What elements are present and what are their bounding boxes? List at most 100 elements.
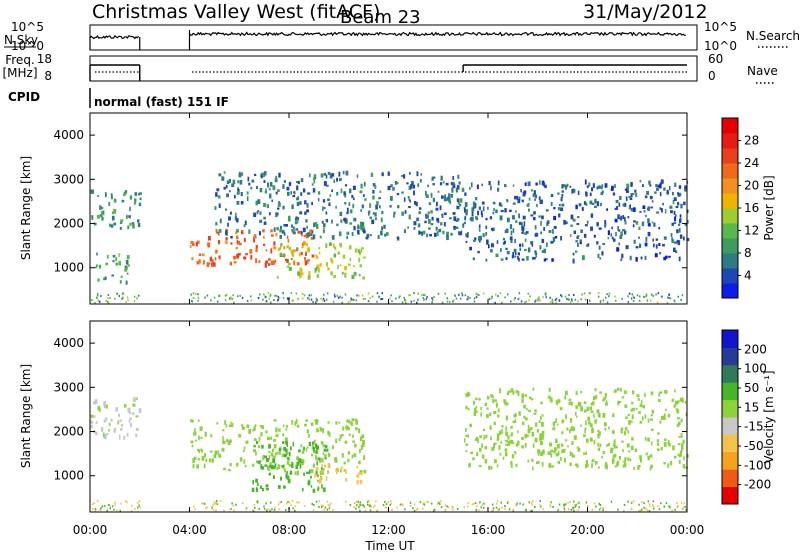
heatmap-cell bbox=[322, 299, 324, 302]
heatmap-cell bbox=[317, 487, 320, 491]
heatmap-cell bbox=[358, 249, 360, 254]
heatmap-cell bbox=[311, 503, 313, 505]
heatmap-cell bbox=[606, 208, 608, 211]
heatmap-cell bbox=[534, 233, 538, 237]
heatmap-cell bbox=[352, 298, 354, 301]
heatmap-cell bbox=[482, 233, 485, 237]
heatmap-cell bbox=[356, 504, 358, 507]
heatmap-cell bbox=[605, 464, 608, 470]
heatmap-cell bbox=[291, 461, 294, 466]
heatmap-cell bbox=[326, 508, 329, 511]
heatmap-cell bbox=[282, 485, 286, 489]
heatmap-cell bbox=[224, 299, 227, 302]
heatmap-cell bbox=[306, 209, 309, 213]
colorbar-tick-label: 50 bbox=[744, 381, 759, 395]
heatmap-cell bbox=[612, 413, 615, 417]
heatmap-cell bbox=[606, 293, 608, 296]
heatmap-cell bbox=[488, 244, 490, 249]
heatmap-cell bbox=[239, 179, 243, 185]
heatmap-cell bbox=[653, 243, 655, 248]
heatmap-cell bbox=[541, 250, 544, 253]
heatmap-cell bbox=[303, 241, 307, 245]
heatmap-cell bbox=[572, 455, 576, 458]
colorbar-tick-label: -100 bbox=[744, 458, 771, 472]
heatmap-cell bbox=[378, 295, 381, 298]
heatmap-cell bbox=[581, 207, 584, 211]
heatmap-cell bbox=[429, 234, 432, 237]
heatmap-cell bbox=[278, 503, 280, 506]
heatmap-cell bbox=[110, 418, 113, 422]
heatmap-cell bbox=[343, 461, 346, 465]
heatmap-cell bbox=[635, 246, 639, 249]
heatmap-cell bbox=[367, 500, 369, 503]
heatmap-cell bbox=[589, 437, 593, 442]
heatmap-cell bbox=[124, 265, 128, 269]
heatmap-cell bbox=[409, 505, 412, 507]
heatmap-cell bbox=[663, 236, 667, 240]
heatmap-cell bbox=[440, 506, 443, 508]
heatmap-cell bbox=[461, 187, 465, 192]
heatmap-cell bbox=[671, 237, 673, 242]
heatmap-cell bbox=[509, 236, 513, 241]
heatmap-cell bbox=[132, 412, 135, 416]
heatmap-cell bbox=[242, 502, 244, 505]
heatmap-cell bbox=[323, 223, 326, 228]
heatmap-cell bbox=[686, 454, 689, 458]
colorbar-swatch bbox=[722, 451, 738, 470]
heatmap-cell bbox=[561, 184, 564, 189]
heatmap-cell bbox=[346, 211, 349, 215]
heatmap-cell bbox=[111, 505, 114, 508]
heatmap-cell bbox=[139, 192, 142, 195]
heatmap-cell bbox=[268, 444, 271, 449]
colorbar-tick-label: 100 bbox=[744, 362, 767, 376]
heatmap-cell bbox=[500, 501, 502, 504]
heatmap-cell bbox=[629, 458, 632, 462]
heatmap-cell bbox=[625, 196, 628, 201]
heatmap-cell bbox=[275, 175, 278, 181]
heatmap-cell bbox=[265, 249, 268, 252]
heatmap-cell bbox=[599, 257, 602, 260]
heatmap-cell bbox=[300, 230, 303, 235]
heatmap-cell bbox=[194, 428, 196, 433]
heatmap-cell bbox=[327, 470, 329, 474]
heatmap-cell bbox=[557, 509, 559, 512]
heatmap-cell bbox=[246, 424, 250, 428]
heatmap-cell bbox=[348, 245, 352, 250]
heatmap-cell bbox=[577, 234, 580, 237]
heatmap-cell bbox=[306, 471, 309, 474]
heatmap-cell bbox=[417, 507, 419, 510]
heatmap-cell bbox=[679, 218, 682, 223]
heatmap-cell bbox=[586, 220, 589, 224]
heatmap-cell bbox=[481, 201, 485, 205]
heatmap-cell bbox=[390, 196, 393, 201]
heatmap-cell bbox=[317, 486, 320, 490]
heatmap-cell bbox=[684, 505, 686, 508]
heatmap-cell bbox=[111, 224, 114, 228]
heatmap-cell bbox=[387, 185, 391, 191]
heatmap-cell bbox=[210, 299, 212, 302]
heatmap-cell bbox=[496, 436, 499, 441]
heatmap-cell bbox=[278, 485, 281, 489]
heatmap-cell bbox=[257, 210, 260, 213]
heatmap-cell bbox=[190, 241, 194, 244]
heatmap-cell bbox=[96, 292, 99, 295]
heatmap-cell bbox=[419, 179, 422, 183]
nsky-trace bbox=[89, 34, 139, 40]
heatmap-cell bbox=[282, 441, 285, 444]
heatmap-cell bbox=[310, 236, 314, 240]
heatmap-cell bbox=[599, 443, 602, 447]
heatmap-cell bbox=[475, 197, 478, 201]
heatmap-cell bbox=[106, 300, 109, 303]
heatmap-cell bbox=[296, 181, 299, 184]
heatmap-cell bbox=[454, 294, 456, 297]
heatmap-cell bbox=[334, 457, 338, 462]
heatmap-cell bbox=[286, 460, 290, 465]
heatmap-cell bbox=[257, 199, 261, 204]
heatmap-cell bbox=[123, 435, 126, 440]
heatmap-cell bbox=[634, 448, 638, 453]
heatmap-cell bbox=[436, 502, 439, 505]
heatmap-cell bbox=[279, 235, 282, 239]
heatmap-cell bbox=[665, 390, 668, 394]
heatmap-cell bbox=[277, 295, 279, 298]
